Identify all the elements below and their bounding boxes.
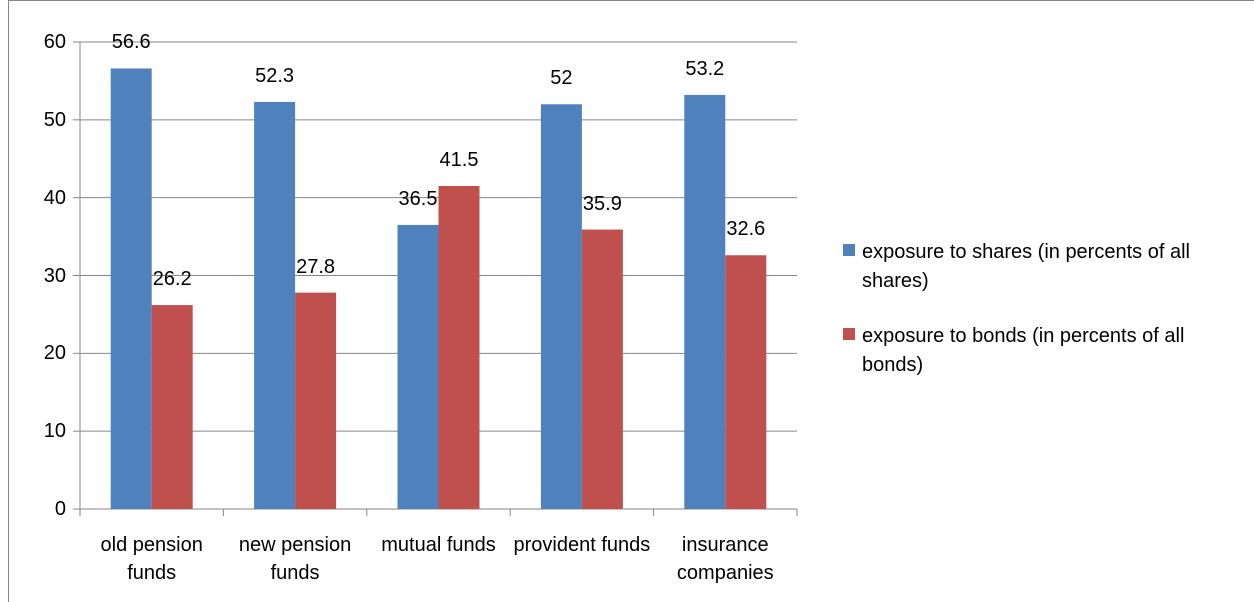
bar (540, 104, 582, 510)
data-label: 26.2 (152, 268, 192, 291)
bar (581, 229, 623, 509)
y-tick-label: 20 (43, 342, 66, 365)
data-label: 52.3 (255, 64, 295, 87)
legend-swatch (843, 328, 855, 340)
data-label: 41.5 (439, 148, 479, 171)
x-tick-label: insurance companies (676, 534, 774, 584)
bar (254, 101, 296, 509)
data-label: 35.9 (582, 192, 622, 215)
y-tick-label: 30 (43, 264, 66, 287)
bar (295, 292, 337, 509)
data-label: 27.8 (296, 255, 336, 278)
data-label: 52 (550, 67, 573, 90)
bar (438, 185, 480, 509)
bar (397, 224, 439, 510)
bar (725, 255, 767, 509)
x-tick-label: mutual funds (381, 534, 496, 556)
x-tick-label: old pension funds (100, 534, 203, 584)
legend-label: exposure to shares (in percents of all s… (862, 241, 1190, 292)
x-tick-label: new pension funds (238, 534, 352, 584)
x-tick-label: provident funds (513, 534, 651, 556)
bar (151, 305, 193, 509)
y-tick-label: 50 (43, 108, 66, 131)
bar (110, 68, 152, 510)
data-label: 36.5 (398, 187, 438, 210)
frame (8, 0, 1254, 602)
data-label: 32.6 (726, 218, 766, 241)
y-tick-label: 0 (54, 498, 66, 520)
y-tick-label: 40 (43, 186, 66, 209)
legend-label: exposure to bonds (in percents of all bo… (862, 325, 1185, 376)
bar (684, 94, 726, 509)
data-label: 56.6 (111, 31, 151, 54)
legend-swatch (843, 244, 855, 256)
y-tick-label: 10 (43, 420, 66, 443)
data-label: 53.2 (685, 57, 725, 80)
y-tick-label: 60 (43, 31, 66, 53)
